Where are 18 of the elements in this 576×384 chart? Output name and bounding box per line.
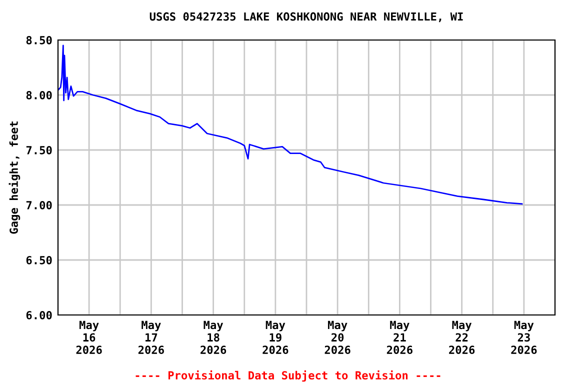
x-tick-label: May 21 2026 bbox=[386, 320, 412, 354]
y-tick-label: 8.50 bbox=[26, 36, 52, 44]
x-tick-label: May 22 2026 bbox=[449, 320, 475, 354]
y-axis-title: Gage height, feet bbox=[8, 122, 20, 234]
y-tick-label: 7.50 bbox=[26, 146, 52, 154]
text: ---- Provisional Data Subject to Revision ---- bbox=[136, 370, 440, 382]
x-tick-label: May 18 2026 bbox=[200, 320, 226, 354]
x-tick-label: May 16 2026 bbox=[76, 320, 102, 354]
x-tick-label: May 19 2026 bbox=[262, 320, 288, 354]
x-tick-label: May 17 2026 bbox=[138, 320, 164, 354]
line-series bbox=[58, 44, 523, 205]
y-tick-label: 6.00 bbox=[26, 310, 52, 320]
x-tick-label: May 23 2026 bbox=[511, 320, 537, 354]
chart-title: USGS 05427235 LAKE KOSHKONONG NEAR NEWVILLE, WI bbox=[150, 12, 463, 22]
y-tick-label: 6.50 bbox=[26, 256, 52, 264]
y-tick-label: 7.00 bbox=[26, 200, 52, 210]
x-tick-label: May 20 2026 bbox=[324, 320, 350, 354]
y-tick-label: 8.00 bbox=[26, 90, 52, 100]
